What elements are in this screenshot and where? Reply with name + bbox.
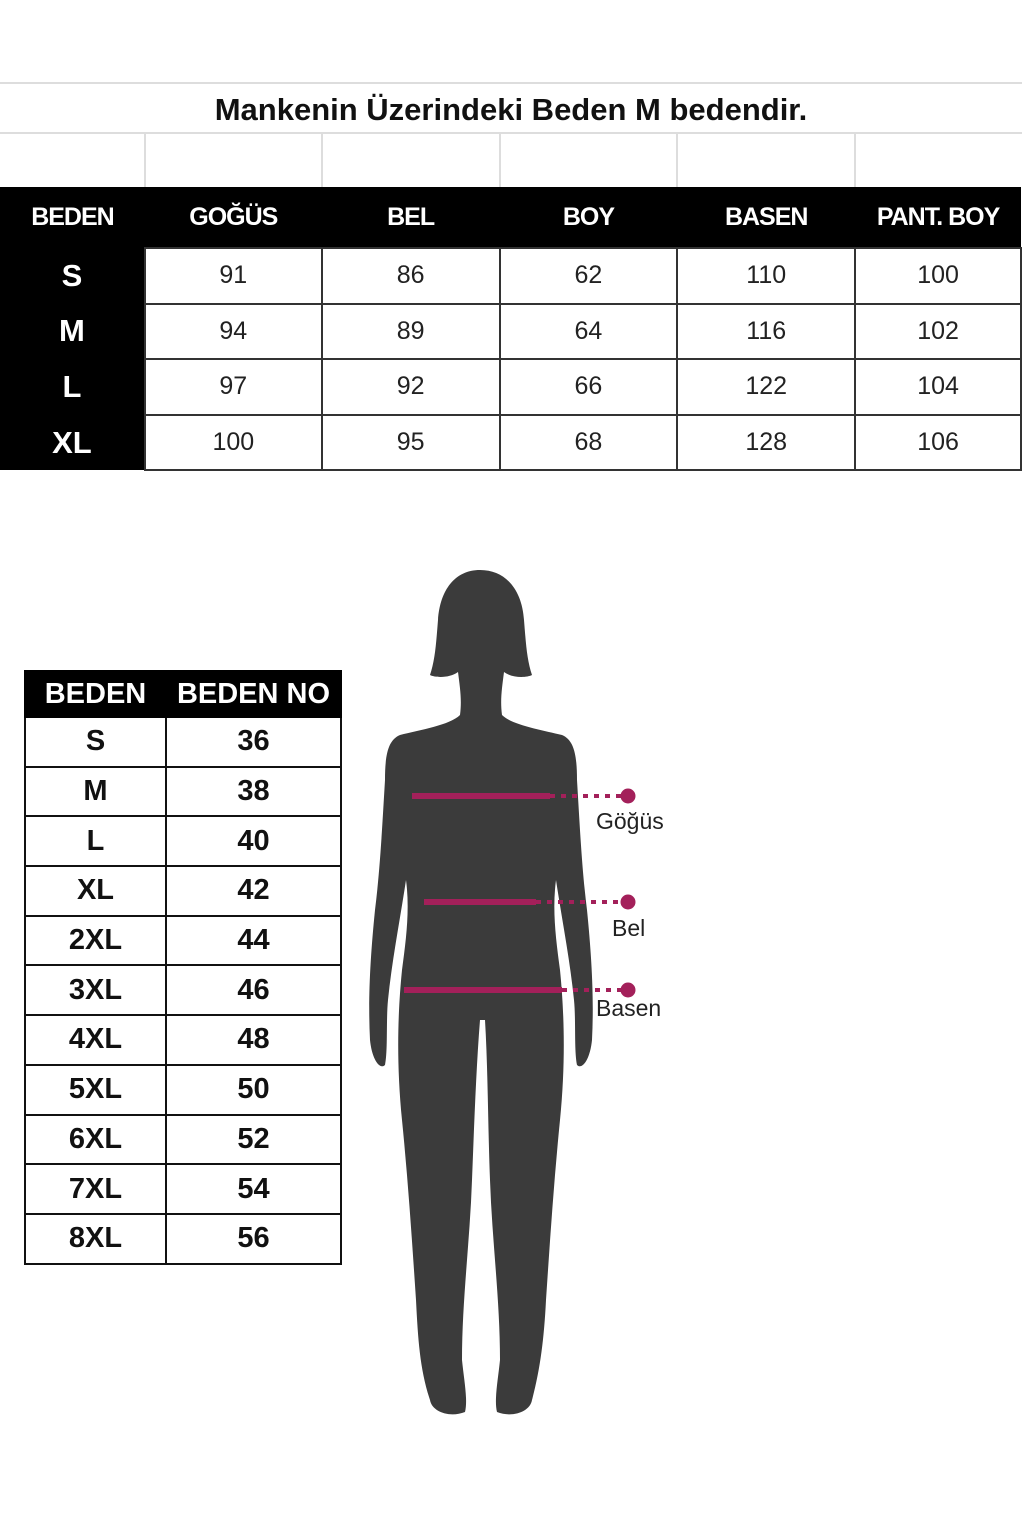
table-row: 4XL 48	[24, 1014, 342, 1066]
table-cell: L	[24, 815, 167, 868]
chest-label: Göğüs	[596, 808, 664, 834]
table-cell: S	[0, 247, 145, 304]
table-row: 8XL 56	[24, 1212, 342, 1265]
table-cell: 86	[320, 247, 501, 305]
table-cell: 104	[854, 358, 1022, 416]
table-row: 6XL 52	[24, 1113, 342, 1166]
table-cell: 7XL	[24, 1163, 167, 1215]
table-cell: XL	[24, 865, 167, 917]
table-row: L 97 92 66 122 104	[0, 358, 1022, 416]
table-cell: 4XL	[24, 1014, 167, 1066]
table-cell: 3XL	[24, 964, 167, 1017]
table-cell: 91	[143, 247, 323, 305]
table-cell: 40	[165, 815, 342, 868]
table-row: S 36	[24, 716, 342, 768]
table-row: 5XL 50	[24, 1063, 342, 1116]
table-cell: BASEN	[677, 187, 856, 248]
table-cell: XL	[0, 414, 145, 470]
table-cell: 92	[320, 358, 501, 416]
table-row: S 91 86 62 110 100	[0, 247, 1022, 305]
header-row: BEDEN GOĞÜS BEL BOY BASEN PANT. BOY	[0, 187, 1021, 248]
table-cell: BEDEN	[0, 187, 145, 248]
table-cell: 8XL	[24, 1212, 167, 1265]
table-row: L 40	[24, 815, 342, 868]
body-measurement-figure	[369, 570, 636, 1415]
table-row: 3XL 46	[24, 964, 342, 1017]
table-cell: 95	[320, 413, 501, 471]
spacer-row	[0, 134, 1021, 187]
table-cell: L	[0, 358, 145, 415]
table-cell: 50	[165, 1063, 342, 1116]
table-cell: 36	[165, 716, 342, 768]
size-measurement-table: BEDEN GOĞÜS BEL BOY BASEN PANT. BOY S 91 86 62 11…	[0, 134, 1022, 471]
table-row: 7XL 54	[24, 1163, 342, 1215]
table-row: XL 100 95 68 128 106	[0, 413, 1022, 471]
table-cell: 56	[165, 1212, 342, 1265]
table-cell: 68	[498, 413, 679, 471]
table-cell: 128	[676, 413, 857, 471]
table-cell: 64	[498, 302, 679, 360]
table-cell: S	[24, 716, 167, 768]
table-cell: 5XL	[24, 1063, 167, 1116]
table-cell: 122	[676, 358, 857, 416]
header-row: BEDEN BEDEN NO	[24, 670, 342, 718]
size-number-table: BEDEN BEDEN NO S 36 M 38 L 40 XL 42 2XL 44 3XL 46 4XL…	[24, 670, 342, 1265]
table-cell: BEL	[321, 187, 500, 248]
table-cell: 48	[165, 1014, 342, 1066]
table-row: XL 42	[24, 865, 342, 917]
table-row: M 38	[24, 765, 342, 818]
table-cell: M	[24, 765, 167, 818]
measurement-lines	[404, 788, 636, 998]
table-cell: 66	[498, 358, 679, 416]
table-cell: PANT. BOY	[855, 187, 1021, 248]
table-cell: 2XL	[24, 914, 167, 967]
table-row: M 94 89 64 116 102	[0, 302, 1022, 360]
page-title: Mankenin Üzerindeki Beden M bedendir.	[0, 82, 1022, 134]
hip-label: Basen	[596, 995, 662, 1021]
table-cell: 106	[854, 413, 1022, 471]
table-cell: 62	[498, 247, 679, 305]
table-cell: M	[0, 303, 145, 359]
table-cell: 54	[165, 1163, 342, 1215]
waist-label: Bel	[612, 915, 646, 941]
table-cell: 94	[143, 302, 323, 360]
table-cell: 46	[165, 964, 342, 1017]
table-cell: 116	[676, 302, 857, 360]
table-cell: 52	[165, 1113, 342, 1166]
table-cell: 100	[854, 247, 1022, 305]
table-cell: BEDEN	[24, 670, 167, 718]
table-cell: 38	[165, 765, 342, 818]
table-cell: 42	[165, 865, 342, 917]
table-cell: GOĞÜS	[144, 187, 322, 248]
table-cell: 100	[143, 413, 323, 471]
table-cell: 110	[676, 247, 857, 305]
table-row: 2XL 44	[24, 914, 342, 967]
table-cell: BEDEN NO	[165, 670, 342, 718]
table-cell: 6XL	[24, 1113, 167, 1166]
table-cell: 97	[143, 358, 323, 416]
table-cell: 102	[854, 302, 1022, 360]
table-cell: 89	[320, 302, 501, 360]
table-cell: BOY	[499, 187, 678, 248]
table-cell: 44	[165, 914, 342, 967]
